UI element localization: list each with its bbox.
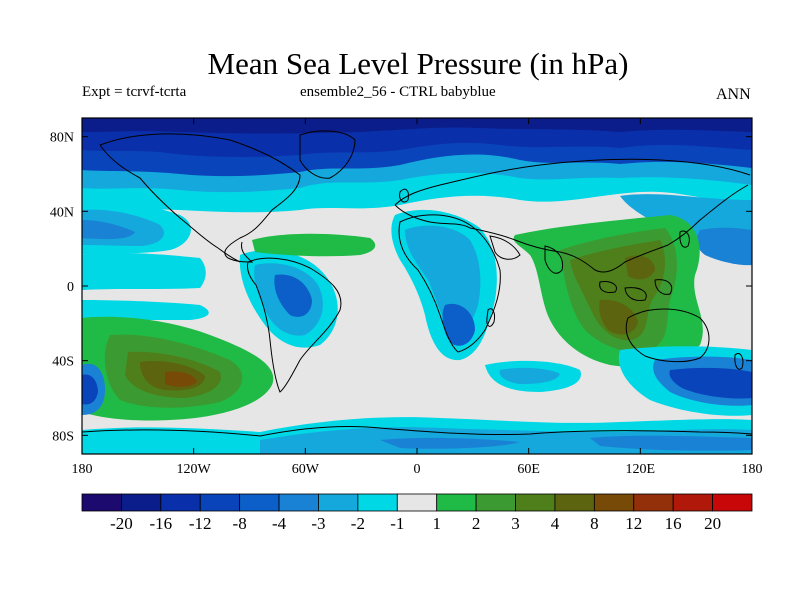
lon-label: 0 xyxy=(414,462,421,477)
colorbar-swatch xyxy=(278,493,319,512)
colorbar-label: 16 xyxy=(665,514,682,533)
colorbar-swatch xyxy=(81,493,122,512)
lon-label: 180 xyxy=(72,462,93,477)
colorbar-swatch xyxy=(515,493,556,512)
map-field xyxy=(82,118,752,454)
colorbar-label: -8 xyxy=(233,514,247,533)
ensemble-label: ensemble2_56 - CTRL babyblue xyxy=(300,84,496,100)
colorbar-label: -4 xyxy=(272,514,287,533)
colorbar-swatch xyxy=(121,493,162,512)
colorbar-swatch xyxy=(239,493,280,512)
colorbar-label: -16 xyxy=(149,514,172,533)
colorbar-label: 8 xyxy=(590,514,599,533)
lat-label: 40N xyxy=(50,205,74,220)
lat-label: 40S xyxy=(52,355,74,370)
colorbar-swatch xyxy=(199,493,241,512)
lon-label: 60W xyxy=(292,462,320,477)
colorbar-swatch xyxy=(318,493,359,512)
colorbar-label: -12 xyxy=(189,514,212,533)
lon-label: 180 xyxy=(742,462,763,477)
colorbar-swatch xyxy=(712,493,753,512)
colorbar-swatch xyxy=(593,493,635,512)
latitude-axis: 80N 40N 0 40S 80S xyxy=(50,131,752,444)
colorbar-label: 4 xyxy=(551,514,560,533)
colorbar-label: 1 xyxy=(432,514,441,533)
colorbar-label: 2 xyxy=(472,514,481,533)
coastlines xyxy=(82,130,752,437)
colorbar-swatch xyxy=(436,493,477,512)
longitude-axis: 180 120W 60W 0 60E 120E 180 xyxy=(72,118,763,477)
colorbar-swatch xyxy=(672,493,713,512)
lat-label: 80S xyxy=(52,429,74,444)
colorbar-label: -2 xyxy=(351,514,365,533)
colorbar-swatch xyxy=(160,493,201,512)
experiment-label: Expt = tcrvf-tcrta xyxy=(82,84,187,100)
lat-label: 0 xyxy=(67,280,74,295)
colorbar-label: 12 xyxy=(625,514,642,533)
colorbar-swatch xyxy=(633,493,674,512)
colorbar-swatch xyxy=(554,493,595,512)
lon-label: 60E xyxy=(517,462,540,477)
lon-label: 120E xyxy=(626,462,656,477)
lon-label: 120W xyxy=(177,462,212,477)
colorbar-swatch xyxy=(357,493,398,512)
colorbar-label: -3 xyxy=(311,514,325,533)
colorbar-swatch xyxy=(396,493,438,512)
season-label: ANN xyxy=(716,86,751,103)
colorbar-label: 20 xyxy=(704,514,721,533)
colorbar-swatch xyxy=(475,493,516,512)
colorbar: -20 -16 -12 -8 -4 -3 -2 -1 1 2 3 4 8 12 16 20 xyxy=(81,493,753,533)
colorbar-label: 3 xyxy=(511,514,520,533)
colorbar-label: -20 xyxy=(110,514,133,533)
chart-title: Mean Sea Level Pressure (in hPa) xyxy=(207,46,629,81)
colorbar-label: -1 xyxy=(390,514,404,533)
lat-label: 80N xyxy=(50,131,74,146)
